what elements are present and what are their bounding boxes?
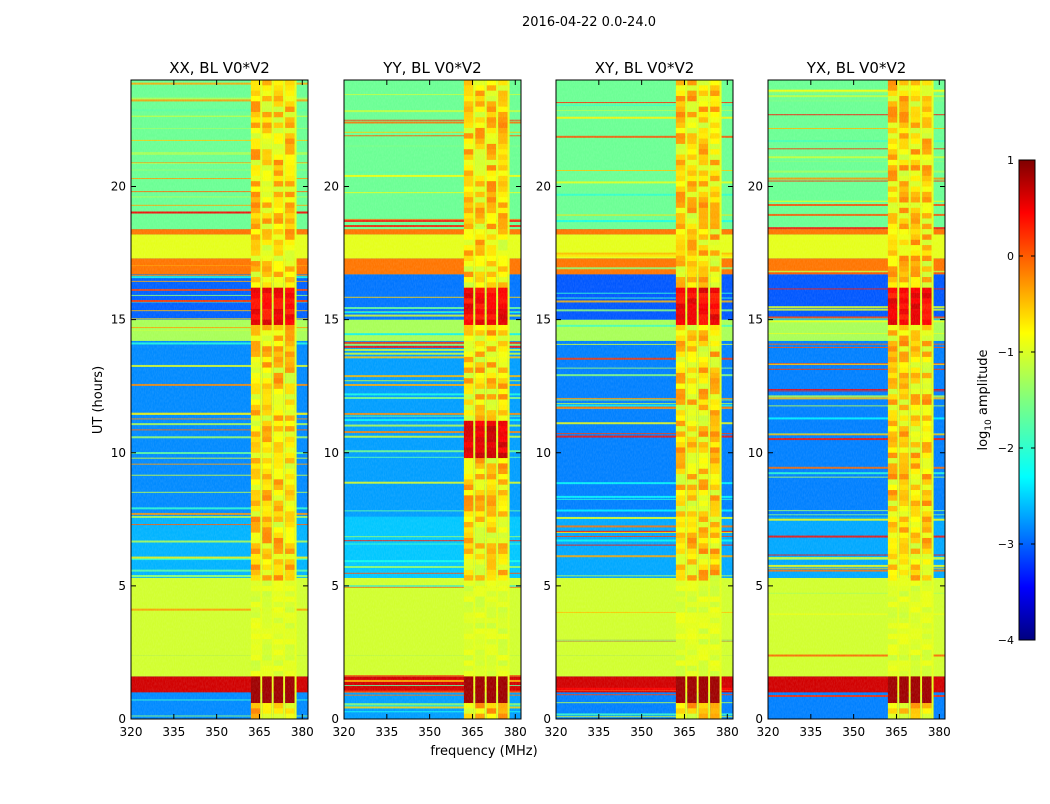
colorbar-label: log10 amplitude	[976, 349, 994, 450]
colorbar-tick-label: 0	[1007, 250, 1014, 263]
colorbar-ticks: 1 0 −1 −2 −3 −4	[998, 154, 1035, 647]
y-tick-label: 5	[118, 579, 126, 593]
colorbar-tick-label: −3	[998, 538, 1014, 551]
panel: XX, BL V0*V2 320 335 350 365 380 0 5 10 15 20	[111, 59, 314, 739]
x-tick-label: 320	[545, 725, 568, 739]
figure-suptitle: 2016-04-22 0.0-24.0	[522, 15, 656, 30]
panel-title: YX, BL V0*V2	[806, 59, 907, 77]
x-tick-label: 365	[461, 725, 484, 739]
x-tick-label: 365	[673, 725, 696, 739]
x-tick-label: 350	[630, 725, 653, 739]
x-tick-label: 335	[799, 725, 822, 739]
y-tick-label: 5	[543, 579, 551, 593]
panel-title: XX, BL V0*V2	[169, 59, 270, 77]
y-tick-label: 20	[111, 180, 126, 194]
x-tick-label: 365	[885, 725, 908, 739]
spectrogram-image	[556, 80, 733, 719]
panel-title: YY, BL V0*V2	[382, 59, 481, 77]
spectrogram-image	[131, 80, 308, 719]
x-tick-label: 320	[120, 725, 143, 739]
colorbar-tick-label: −1	[998, 346, 1014, 359]
axes-frame	[343, 79, 522, 720]
y-tick-label: 0	[118, 712, 126, 726]
noise-overlay	[556, 80, 733, 719]
y-tick-label: 20	[748, 180, 763, 194]
x-tick-label: 380	[504, 725, 527, 739]
y-tick-label: 20	[536, 180, 551, 194]
panel: XY, BL V0*V2 320 335 350 365 380 0 5 10 15 20	[536, 59, 739, 739]
y-tick-label: 0	[543, 712, 551, 726]
axes-frame	[130, 79, 309, 720]
axes-frame	[767, 79, 946, 720]
y-tick-label: 5	[331, 579, 339, 593]
x-tick-label: 320	[757, 725, 780, 739]
y-axis-label: UT (hours)	[91, 366, 106, 434]
y-tick-label: 10	[748, 446, 763, 460]
y-tick-label: 5	[755, 579, 763, 593]
panel-title: XY, BL V0*V2	[595, 59, 695, 77]
axes-frame	[555, 79, 734, 720]
x-tick-label: 365	[248, 725, 271, 739]
y-tick-label: 0	[755, 712, 763, 726]
x-tick-label: 380	[716, 725, 739, 739]
colorbar-gradient	[1018, 159, 1036, 641]
x-tick-label: 335	[162, 725, 185, 739]
x-tick-label: 320	[333, 725, 356, 739]
y-tick-label: 10	[324, 446, 339, 460]
y-tick-label: 10	[536, 446, 551, 460]
colorbar: 1 0 −1 −2 −3 −4 log10 amplitude	[976, 154, 1036, 647]
x-tick-label: 350	[842, 725, 865, 739]
y-tick-label: 15	[324, 313, 339, 327]
panel: YY, BL V0*V2 320 335 350 365 380 0 5 10 15 20	[324, 59, 527, 739]
y-tick-label: 15	[111, 313, 126, 327]
colorbar-tick-label: 1	[1007, 154, 1014, 167]
x-tick-label: 335	[375, 725, 398, 739]
noise-overlay	[344, 80, 521, 719]
x-tick-label: 335	[587, 725, 610, 739]
noise-overlay	[768, 80, 945, 719]
noise-overlay	[131, 80, 308, 719]
colorbar-tick-label: −2	[998, 442, 1014, 455]
spectrogram-image	[768, 80, 945, 719]
y-tick-label: 15	[536, 313, 551, 327]
x-tick-label: 380	[928, 725, 951, 739]
y-tick-label: 20	[324, 180, 339, 194]
x-axis-label: frequency (MHz)	[430, 744, 537, 759]
x-tick-label: 380	[291, 725, 314, 739]
x-tick-label: 350	[205, 725, 228, 739]
y-tick-label: 15	[748, 313, 763, 327]
y-tick-label: 0	[331, 712, 339, 726]
y-tick-label: 10	[111, 446, 126, 460]
x-tick-label: 350	[418, 725, 441, 739]
panel: YX, BL V0*V2 320 335 350 365 380 0 5 10 15 20	[748, 59, 951, 739]
spectrogram-image	[344, 80, 521, 719]
colorbar-tick-label: −4	[998, 634, 1014, 647]
